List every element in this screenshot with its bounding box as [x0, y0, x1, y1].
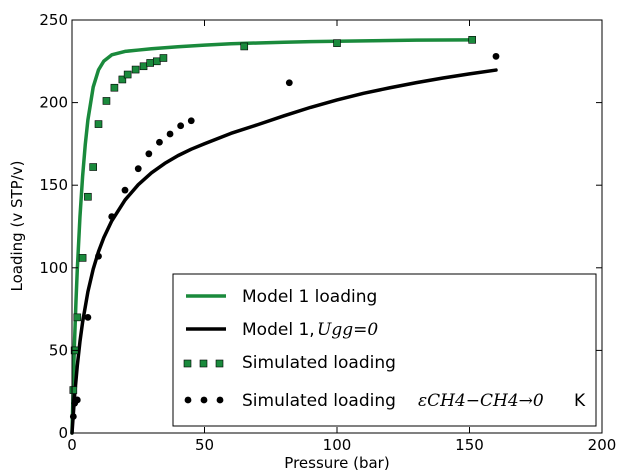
data-point-circle — [69, 413, 77, 420]
data-point-square — [89, 163, 97, 171]
data-point-square — [73, 313, 82, 322]
legend-math-ugg: Ugg=0 — [317, 320, 378, 340]
legend-label-model1-ugg: Model 1, — [242, 320, 315, 340]
legend-label-model1: Model 1 loading — [242, 287, 377, 307]
data-point-square — [139, 62, 148, 71]
data-point-square — [84, 192, 92, 201]
y-tick-label: 100 — [39, 259, 68, 277]
data-point-circle — [95, 252, 102, 260]
data-point-square — [333, 39, 341, 47]
data-point-circle — [84, 313, 92, 321]
legend-marker-circle-3 — [216, 396, 224, 404]
legend-marker-circle-2 — [200, 396, 208, 404]
legend: Model 1 loading Model 1, Ugg=0 Simulated… — [172, 273, 597, 427]
data-point-circle — [134, 165, 142, 173]
x-tick-label: 50 — [195, 436, 214, 454]
x-tick-label: 0 — [67, 436, 77, 454]
data-point-circle — [177, 122, 185, 130]
y-tick-label: 0 — [58, 424, 68, 442]
series-line-0 — [70, 38, 472, 435]
legend-marker-square-3 — [215, 359, 224, 368]
data-point-square — [94, 120, 103, 128]
y-tick-label: 50 — [49, 341, 68, 359]
legend-label-simulated: Simulated loading — [242, 353, 396, 373]
legend-marker-square-2 — [199, 359, 208, 368]
data-point-square — [468, 36, 476, 44]
legend-box — [172, 273, 597, 427]
series-line-1 — [70, 68, 498, 435]
x-tick-label: 200 — [588, 436, 617, 454]
data-point-square — [110, 83, 119, 92]
legend-math-eps: εCH4−CH4→0 — [418, 391, 544, 411]
data-point-square — [240, 42, 249, 51]
data-point-circle — [492, 52, 500, 60]
series-layer — [69, 36, 500, 435]
x-axis-label: Pressure (bar) — [284, 454, 389, 472]
data-point-square — [102, 97, 111, 105]
legend-marker-circle-1 — [184, 396, 192, 404]
y-axis-label: Loading (v STP/v) — [8, 161, 26, 292]
data-point-square — [153, 57, 161, 66]
data-point-circle — [145, 150, 153, 158]
y-tick-label: 150 — [39, 176, 68, 194]
x-tick-label: 100 — [323, 436, 352, 454]
legend-label-simulated-eps: Simulated loading — [242, 391, 396, 411]
y-tick-label: 200 — [39, 94, 68, 112]
legend-tail-k: K — [574, 391, 586, 411]
data-point-square — [69, 386, 78, 394]
data-point-square — [146, 59, 154, 67]
data-point-square — [78, 254, 87, 262]
data-point-circle — [108, 213, 116, 220]
legend-marker-square-1 — [183, 359, 192, 368]
x-tick-label: 150 — [455, 436, 484, 454]
data-point-circle — [73, 396, 81, 404]
data-point-circle — [285, 79, 293, 87]
data-point-circle — [187, 117, 195, 125]
data-point-square — [131, 65, 140, 74]
y-tick-label: 250 — [39, 11, 68, 29]
data-point-square — [123, 70, 132, 79]
data-point-circle — [121, 186, 129, 194]
data-point-circle — [166, 130, 174, 138]
ticks-layer: 0 50 100 150 200 0 50 100 150 200 250 — [39, 11, 616, 454]
data-point-square — [159, 54, 168, 62]
data-point-square — [118, 75, 127, 84]
data-point-circle — [156, 138, 163, 146]
